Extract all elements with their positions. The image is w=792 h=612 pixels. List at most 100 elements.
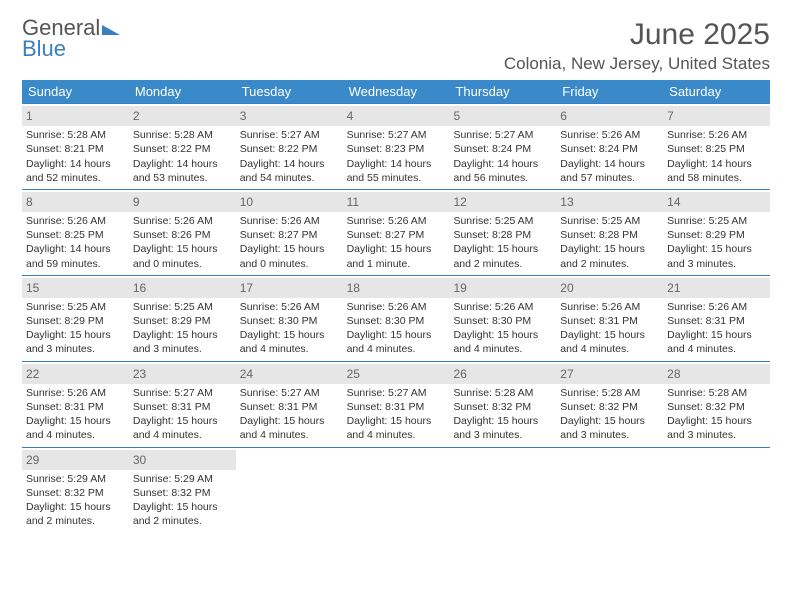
sunset-text: Sunset: 8:32 PM <box>453 400 552 414</box>
daylight-text: Daylight: 15 hours and 2 minutes. <box>560 242 659 270</box>
weekday-sunday: Sunday <box>22 80 129 103</box>
logo: General Blue <box>22 18 120 60</box>
sunset-text: Sunset: 8:31 PM <box>26 400 125 414</box>
sunset-text: Sunset: 8:23 PM <box>347 142 446 156</box>
sunrise-text: Sunrise: 5:26 AM <box>667 128 766 142</box>
daylight-text: Daylight: 15 hours and 4 minutes. <box>240 328 339 356</box>
daylight-text: Daylight: 15 hours and 4 minutes. <box>560 328 659 356</box>
weekday-saturday: Saturday <box>663 80 770 103</box>
sunrise-text: Sunrise: 5:26 AM <box>26 214 125 228</box>
weekday-tuesday: Tuesday <box>236 80 343 103</box>
day-cell: 22Sunrise: 5:26 AMSunset: 8:31 PMDayligh… <box>22 362 129 447</box>
day-number: 23 <box>129 364 236 384</box>
day-cell: 6Sunrise: 5:26 AMSunset: 8:24 PMDaylight… <box>556 104 663 189</box>
daylight-text: Daylight: 15 hours and 3 minutes. <box>667 242 766 270</box>
day-number: 13 <box>556 192 663 212</box>
daylight-text: Daylight: 14 hours and 56 minutes. <box>453 157 552 185</box>
day-number: 8 <box>22 192 129 212</box>
day-number: 6 <box>556 106 663 126</box>
day-cell: 4Sunrise: 5:27 AMSunset: 8:23 PMDaylight… <box>343 104 450 189</box>
sunset-text: Sunset: 8:22 PM <box>133 142 232 156</box>
sunset-text: Sunset: 8:25 PM <box>26 228 125 242</box>
daylight-text: Daylight: 15 hours and 3 minutes. <box>26 328 125 356</box>
day-cell: 3Sunrise: 5:27 AMSunset: 8:22 PMDaylight… <box>236 104 343 189</box>
sunset-text: Sunset: 8:27 PM <box>240 228 339 242</box>
daylight-text: Daylight: 14 hours and 57 minutes. <box>560 157 659 185</box>
day-number: 25 <box>343 364 450 384</box>
daylight-text: Daylight: 15 hours and 4 minutes. <box>26 414 125 442</box>
sunset-text: Sunset: 8:32 PM <box>667 400 766 414</box>
sunrise-text: Sunrise: 5:27 AM <box>453 128 552 142</box>
day-cell: 14Sunrise: 5:25 AMSunset: 8:29 PMDayligh… <box>663 190 770 275</box>
sunset-text: Sunset: 8:28 PM <box>453 228 552 242</box>
sunrise-text: Sunrise: 5:27 AM <box>240 386 339 400</box>
weekday-friday: Friday <box>556 80 663 103</box>
sunrise-text: Sunrise: 5:25 AM <box>26 300 125 314</box>
week-row: 8Sunrise: 5:26 AMSunset: 8:25 PMDaylight… <box>22 189 770 275</box>
daylight-text: Daylight: 15 hours and 2 minutes. <box>133 500 232 528</box>
sunrise-text: Sunrise: 5:28 AM <box>133 128 232 142</box>
sunrise-text: Sunrise: 5:26 AM <box>560 128 659 142</box>
sunset-text: Sunset: 8:26 PM <box>133 228 232 242</box>
sunset-text: Sunset: 8:21 PM <box>26 142 125 156</box>
day-cell: 21Sunrise: 5:26 AMSunset: 8:31 PMDayligh… <box>663 276 770 361</box>
location-text: Colonia, New Jersey, United States <box>504 54 770 74</box>
daylight-text: Daylight: 15 hours and 2 minutes. <box>26 500 125 528</box>
sunset-text: Sunset: 8:32 PM <box>133 486 232 500</box>
sunset-text: Sunset: 8:22 PM <box>240 142 339 156</box>
daylight-text: Daylight: 15 hours and 1 minute. <box>347 242 446 270</box>
day-number: 14 <box>663 192 770 212</box>
daylight-text: Daylight: 15 hours and 3 minutes. <box>560 414 659 442</box>
day-cell-empty <box>343 448 450 533</box>
sunrise-text: Sunrise: 5:25 AM <box>667 214 766 228</box>
calendar: SundayMondayTuesdayWednesdayThursdayFrid… <box>22 80 770 532</box>
day-cell: 27Sunrise: 5:28 AMSunset: 8:32 PMDayligh… <box>556 362 663 447</box>
day-number: 18 <box>343 278 450 298</box>
sunrise-text: Sunrise: 5:27 AM <box>133 386 232 400</box>
sunset-text: Sunset: 8:30 PM <box>453 314 552 328</box>
title-block: June 2025 Colonia, New Jersey, United St… <box>504 18 770 74</box>
day-cell: 5Sunrise: 5:27 AMSunset: 8:24 PMDaylight… <box>449 104 556 189</box>
logo-triangle-icon <box>102 25 120 35</box>
day-cell: 17Sunrise: 5:26 AMSunset: 8:30 PMDayligh… <box>236 276 343 361</box>
sunrise-text: Sunrise: 5:27 AM <box>240 128 339 142</box>
week-row: 15Sunrise: 5:25 AMSunset: 8:29 PMDayligh… <box>22 275 770 361</box>
day-cell-empty <box>663 448 770 533</box>
daylight-text: Daylight: 14 hours and 55 minutes. <box>347 157 446 185</box>
daylight-text: Daylight: 15 hours and 3 minutes. <box>453 414 552 442</box>
day-number: 24 <box>236 364 343 384</box>
day-number: 17 <box>236 278 343 298</box>
day-cell: 20Sunrise: 5:26 AMSunset: 8:31 PMDayligh… <box>556 276 663 361</box>
sunrise-text: Sunrise: 5:29 AM <box>26 472 125 486</box>
daylight-text: Daylight: 15 hours and 3 minutes. <box>133 328 232 356</box>
daylight-text: Daylight: 15 hours and 0 minutes. <box>133 242 232 270</box>
sunrise-text: Sunrise: 5:26 AM <box>133 214 232 228</box>
daylight-text: Daylight: 15 hours and 0 minutes. <box>240 242 339 270</box>
sunset-text: Sunset: 8:27 PM <box>347 228 446 242</box>
daylight-text: Daylight: 15 hours and 4 minutes. <box>347 328 446 356</box>
weekday-monday: Monday <box>129 80 236 103</box>
day-cell: 13Sunrise: 5:25 AMSunset: 8:28 PMDayligh… <box>556 190 663 275</box>
day-number: 21 <box>663 278 770 298</box>
day-cell: 15Sunrise: 5:25 AMSunset: 8:29 PMDayligh… <box>22 276 129 361</box>
daylight-text: Daylight: 15 hours and 4 minutes. <box>133 414 232 442</box>
sunset-text: Sunset: 8:28 PM <box>560 228 659 242</box>
sunrise-text: Sunrise: 5:28 AM <box>26 128 125 142</box>
day-number: 27 <box>556 364 663 384</box>
sunset-text: Sunset: 8:30 PM <box>347 314 446 328</box>
daylight-text: Daylight: 14 hours and 53 minutes. <box>133 157 232 185</box>
header: General Blue June 2025 Colonia, New Jers… <box>22 18 770 74</box>
day-cell: 11Sunrise: 5:26 AMSunset: 8:27 PMDayligh… <box>343 190 450 275</box>
sunset-text: Sunset: 8:31 PM <box>667 314 766 328</box>
day-cell: 23Sunrise: 5:27 AMSunset: 8:31 PMDayligh… <box>129 362 236 447</box>
day-cell-empty <box>556 448 663 533</box>
sunset-text: Sunset: 8:32 PM <box>560 400 659 414</box>
sunrise-text: Sunrise: 5:25 AM <box>133 300 232 314</box>
sunset-text: Sunset: 8:25 PM <box>667 142 766 156</box>
sunrise-text: Sunrise: 5:26 AM <box>667 300 766 314</box>
day-cell: 24Sunrise: 5:27 AMSunset: 8:31 PMDayligh… <box>236 362 343 447</box>
day-number: 12 <box>449 192 556 212</box>
sunrise-text: Sunrise: 5:26 AM <box>347 214 446 228</box>
day-cell: 29Sunrise: 5:29 AMSunset: 8:32 PMDayligh… <box>22 448 129 533</box>
sunrise-text: Sunrise: 5:25 AM <box>453 214 552 228</box>
